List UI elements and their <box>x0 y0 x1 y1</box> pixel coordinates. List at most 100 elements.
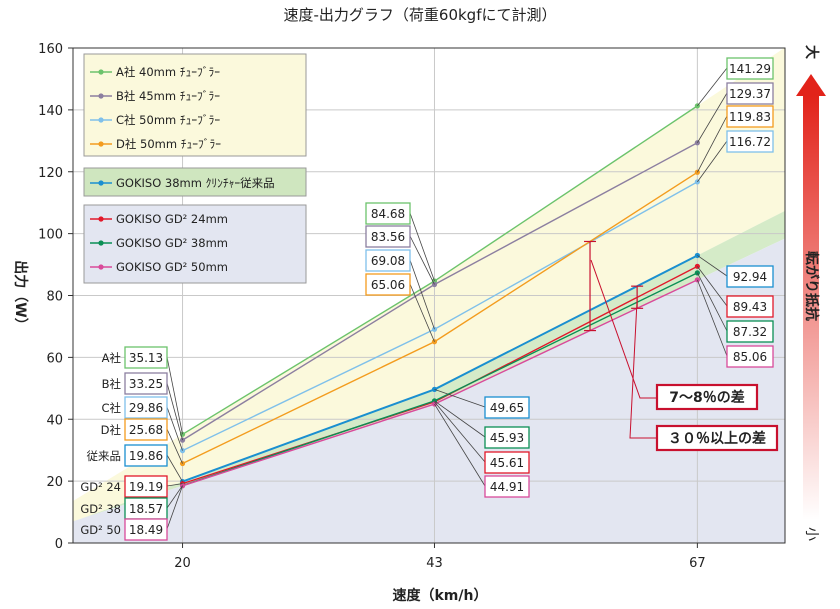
value-leader <box>166 454 183 482</box>
legend-marker <box>98 216 104 222</box>
value-label: 49.65 <box>490 401 524 415</box>
value-box <box>365 202 411 225</box>
value-leader <box>434 401 486 463</box>
gd2-band <box>73 238 785 544</box>
legend-box-gd2 <box>83 204 307 284</box>
y-tick-label: 40 <box>46 413 63 428</box>
value-labels: 35.13 A社 33.25 B社 29.86 C社 25.68 D社 19.86 従来品 19.1… <box>80 57 774 541</box>
value-label: 119.83 <box>729 110 771 124</box>
series-tag: 従来品 <box>87 449 122 463</box>
legend-box-competitors <box>83 53 307 157</box>
value-leader <box>697 115 728 173</box>
y-tick-labels: 0 20 40 60 80 100 120 140 160 <box>38 42 63 552</box>
difference-markers: 7～8％の差 ３０％以上の差 <box>584 240 779 452</box>
resistance-arrow-head <box>796 74 826 96</box>
value-box <box>124 518 168 541</box>
x-tick-label: 43 <box>426 556 443 571</box>
value-label: 84.68 <box>371 207 405 221</box>
annotation-leader <box>629 299 657 439</box>
x-axis-label: 速度（km/h） <box>393 587 488 604</box>
legend-label: A社 40mm ﾁｭｰﾌﾞﾗｰ <box>116 65 220 79</box>
legend-marker <box>98 180 104 186</box>
series-tag: C社 <box>101 401 121 415</box>
resistance-high-label: 大 <box>803 45 820 59</box>
value-box <box>726 265 774 288</box>
value-box <box>365 249 411 272</box>
value-box <box>726 105 774 128</box>
legend: A社 40mm ﾁｭｰﾌﾞﾗｰ B社 45mm ﾁｭｰﾌﾞﾗｰ C社 50mm ﾁｭ… <box>83 53 307 284</box>
value-box <box>365 225 411 248</box>
value-leader <box>696 279 728 357</box>
value-box <box>726 320 774 343</box>
value-leader <box>409 283 435 342</box>
value-box <box>124 475 168 498</box>
value-leader <box>166 428 183 464</box>
value-label: 92.94 <box>733 270 767 284</box>
value-label: 129.37 <box>729 87 771 101</box>
value-label: 44.91 <box>490 480 524 494</box>
value-label: 29.86 <box>129 401 163 415</box>
value-leader <box>697 92 728 143</box>
series-tag: D社 <box>101 423 122 437</box>
value-box <box>726 57 774 80</box>
value-box <box>726 82 774 105</box>
y-tick-label: 60 <box>46 351 63 366</box>
value-leader <box>166 485 183 530</box>
value-box <box>484 451 530 474</box>
value-box <box>484 396 530 419</box>
value-label: 87.32 <box>733 325 767 339</box>
legend-label: D社 50mm ﾁｭｰﾌﾞﾗｰ <box>116 137 221 151</box>
value-leader <box>434 403 486 487</box>
value-leader <box>166 356 183 435</box>
axes <box>72 47 786 544</box>
y-tick-label: 80 <box>46 290 63 305</box>
series-tag: GD² 38 <box>80 502 121 516</box>
value-label: 83.56 <box>371 230 405 244</box>
legend-label: B社 45mm ﾁｭｰﾌﾞﾗｰ <box>116 89 220 103</box>
series-tag: B社 <box>102 377 122 391</box>
x-tick-label: 67 <box>689 556 706 571</box>
value-leader <box>409 235 435 285</box>
series-tag: GD² 50 <box>80 523 121 537</box>
value-leader <box>697 67 728 107</box>
y-tick-label: 140 <box>38 104 63 119</box>
value-label: 45.93 <box>490 431 524 445</box>
value-box <box>124 418 168 441</box>
value-leader <box>166 485 183 509</box>
value-label: 69.08 <box>371 254 405 268</box>
y-axis-label: 出力（W） <box>12 260 29 331</box>
value-leader <box>166 406 183 451</box>
annotation-box <box>655 383 759 411</box>
value-label: 141.29 <box>729 62 771 76</box>
legend-label: C社 50mm ﾁｭｰﾌﾞﾗｰ <box>116 113 220 127</box>
value-label: 89.43 <box>733 300 767 314</box>
value-label: 19.19 <box>129 480 163 494</box>
value-leader <box>434 400 486 438</box>
value-label: 35.13 <box>129 351 163 365</box>
legend-marker <box>98 69 104 75</box>
value-box <box>124 346 168 369</box>
legend-marker <box>98 117 104 123</box>
value-label: 65.06 <box>371 278 405 292</box>
y-tick-label: 0 <box>55 537 63 552</box>
value-box <box>124 444 168 467</box>
legend-marker <box>98 240 104 246</box>
legend-label: GOKISO 38mm ｸﾘﾝﾁｬｰ従来品 <box>116 176 275 190</box>
y-tick-label: 100 <box>38 228 63 243</box>
resistance-arrow-body <box>803 96 819 520</box>
value-label: 116.72 <box>729 135 771 149</box>
resistance-low-label: 小 <box>803 527 819 541</box>
legend-label: GOKISO GD² 24mm <box>116 212 228 226</box>
value-box <box>726 345 774 368</box>
value-box <box>726 295 774 318</box>
value-leader <box>409 259 435 330</box>
plot-frame <box>72 47 786 544</box>
x-tick-label: 20 <box>174 556 191 571</box>
value-box <box>484 426 530 449</box>
annotation-text: 7～8％の差 <box>669 389 744 406</box>
value-leader <box>166 382 183 441</box>
series-tag: GD² 24 <box>80 480 121 494</box>
value-box <box>124 396 168 419</box>
